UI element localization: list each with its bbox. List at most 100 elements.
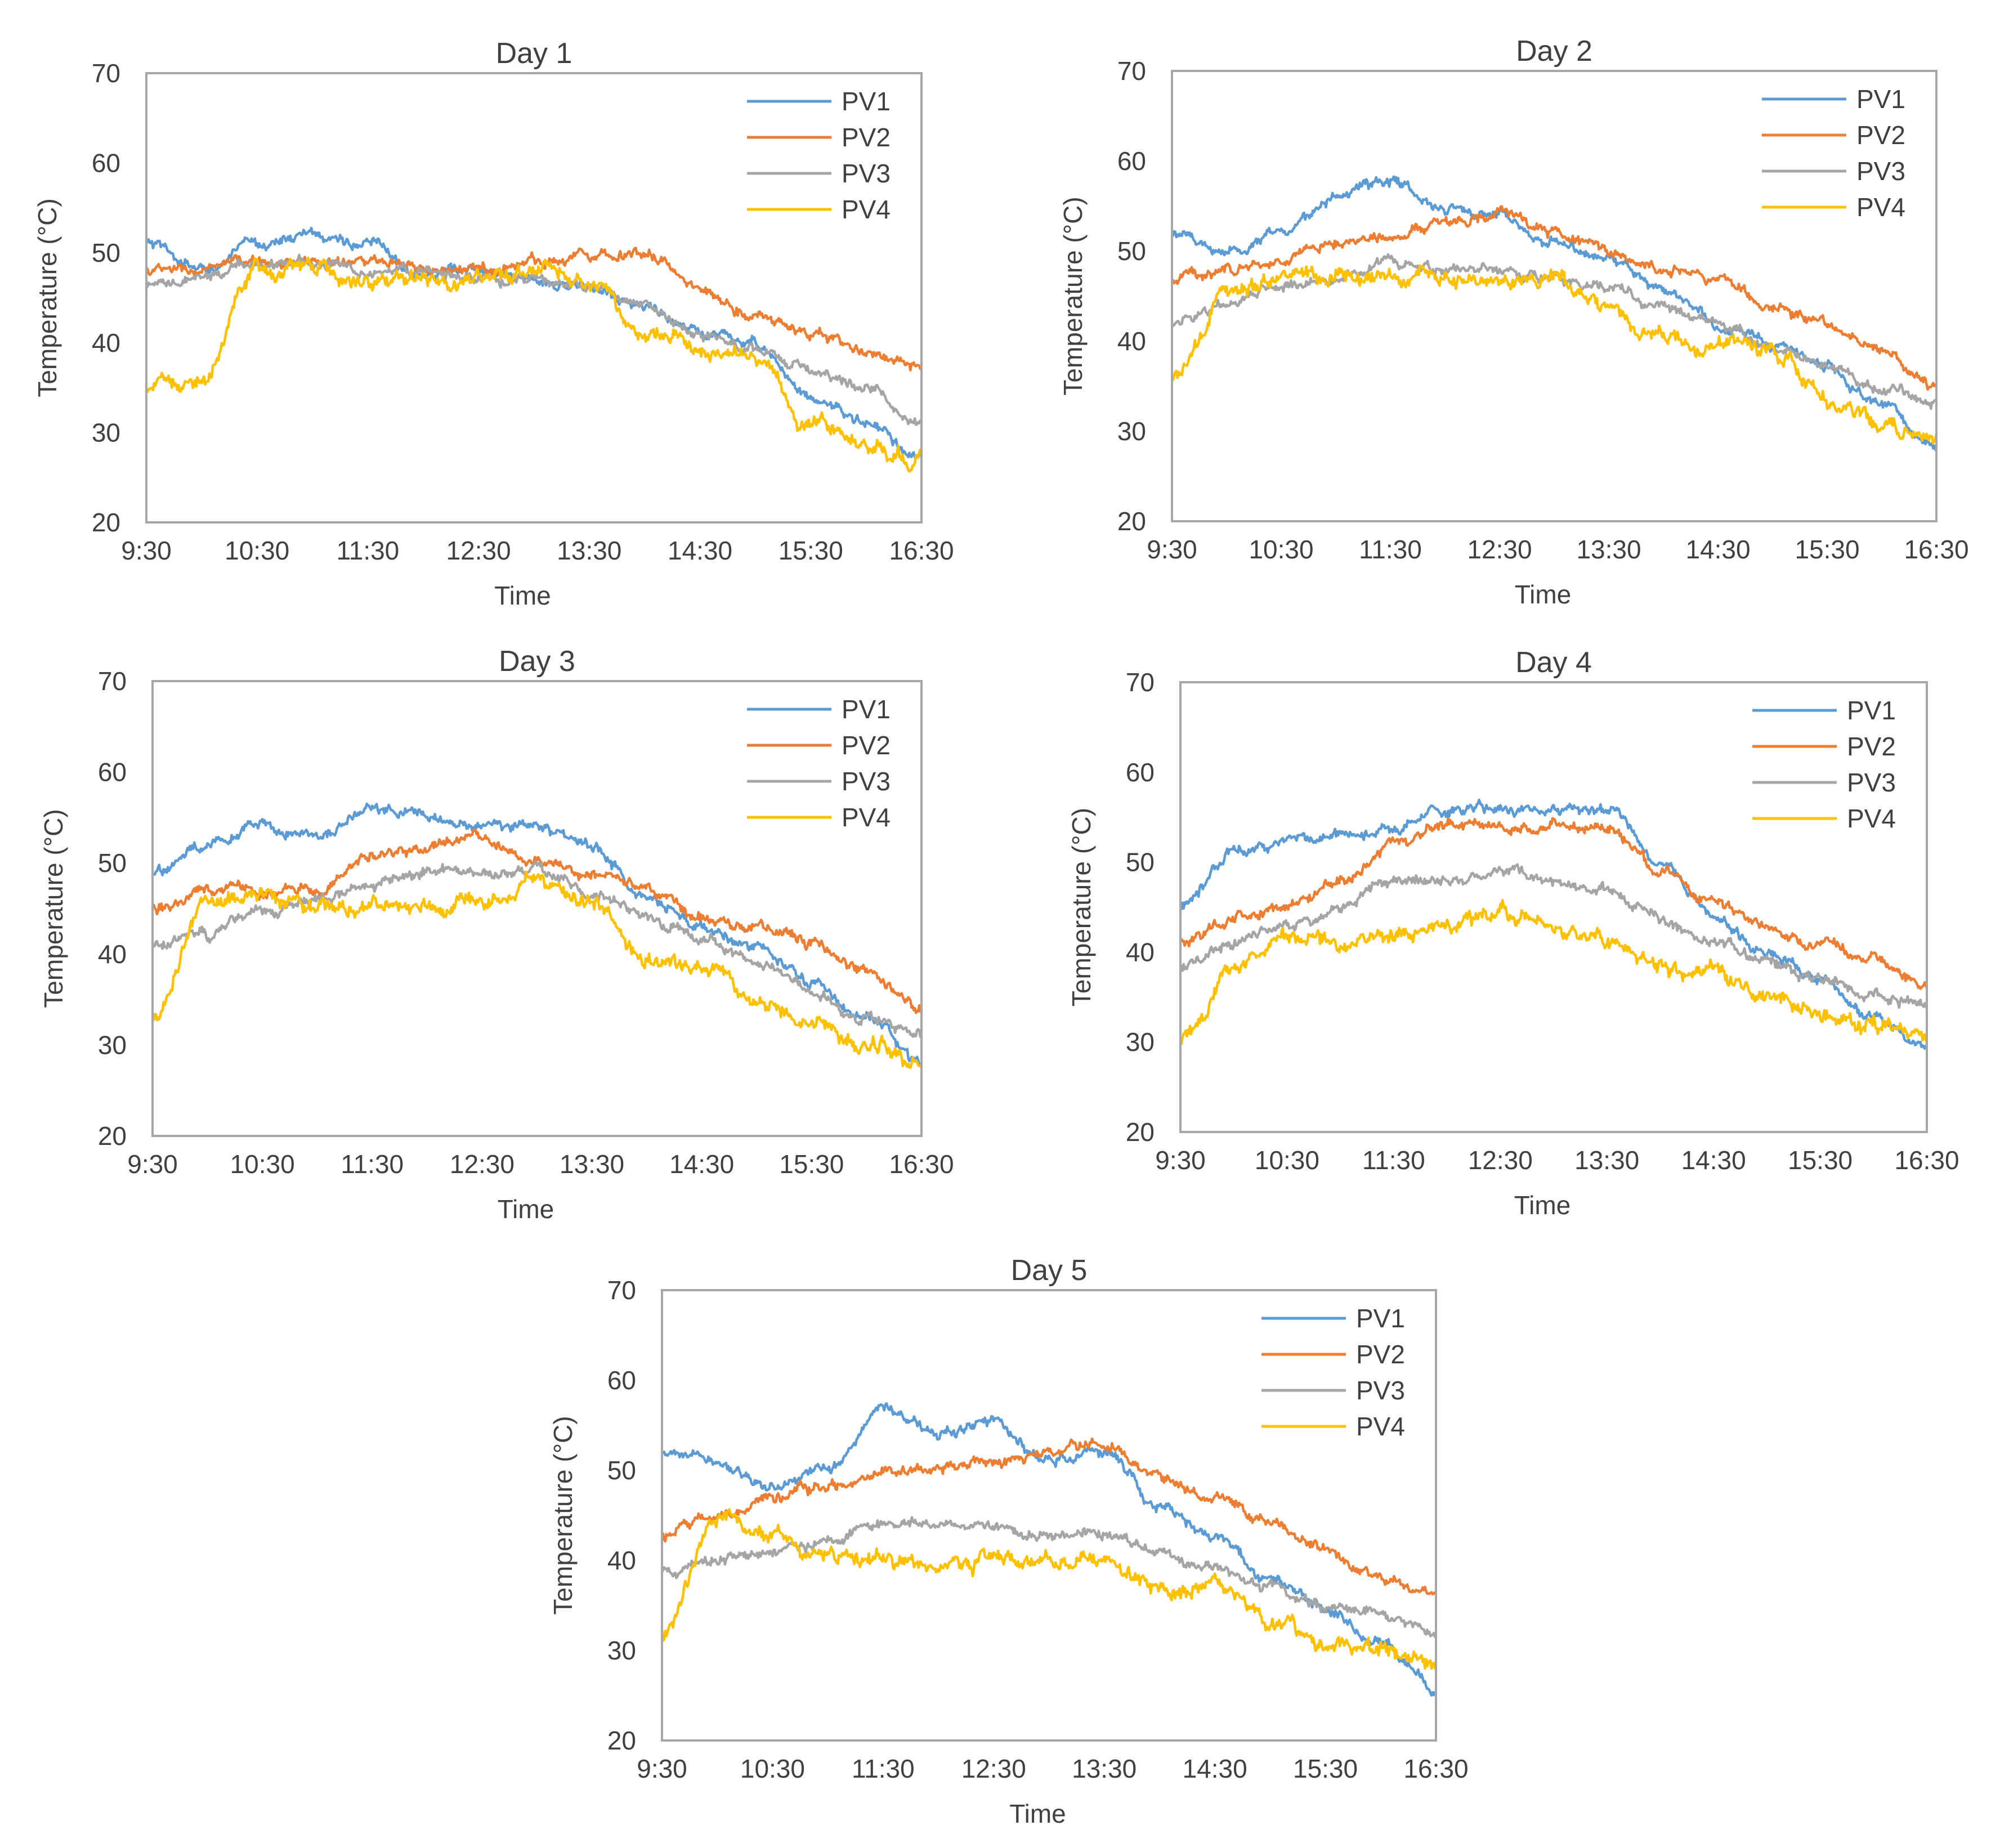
x-tick-label: 16:30: [889, 536, 954, 565]
chart-title: Day 3: [499, 645, 575, 678]
series-line-pv3: [145, 253, 923, 426]
plot-frame: [1179, 681, 1928, 1133]
x-tick-label: 13:30: [560, 1149, 624, 1179]
x-tick-label: 14:30: [1183, 1754, 1247, 1783]
y-tick-label: 40: [1126, 937, 1155, 966]
x-tick-label: 9:30: [121, 536, 172, 565]
x-tick-label: 10:30: [1249, 535, 1313, 564]
y-tick-label: 50: [1126, 848, 1155, 877]
x-tick-label: 9:30: [1147, 535, 1197, 564]
x-tick-label: 14:30: [668, 536, 732, 565]
x-tick-label: 12:30: [961, 1754, 1026, 1783]
y-tick-label: 60: [92, 149, 120, 178]
y-tick-label: 70: [92, 59, 120, 88]
y-tick-label: 40: [1117, 326, 1146, 356]
series-line-pv4: [1170, 264, 1938, 445]
x-tick-label: 15:30: [1788, 1146, 1853, 1175]
y-tick-label: 30: [98, 1030, 127, 1059]
x-tick-label: 15:30: [1795, 535, 1859, 564]
x-tick-label: 15:30: [778, 536, 843, 565]
x-tick-label: 11:30: [1359, 535, 1422, 564]
x-axis-title: Time: [498, 1194, 554, 1224]
legend-label: PV4: [1356, 1412, 1405, 1441]
chart-day-5: Day 5 20 30 40 50 60 70 9:30 10:30 11:30 12:30 13:3…: [548, 1254, 1469, 1828]
y-tick-label: 30: [1126, 1027, 1155, 1057]
series-line-pv3: [660, 1516, 1438, 1638]
x-tick-label: 13:30: [1072, 1754, 1137, 1783]
y-tick-label: 70: [607, 1276, 636, 1305]
x-tick-label: 16:30: [1403, 1754, 1468, 1783]
series-line-pv3: [1179, 863, 1929, 1010]
series-line-pv2: [151, 828, 923, 1014]
y-axis-title: Temperature (°C): [39, 809, 68, 1008]
legend-label: PV3: [842, 767, 891, 796]
series-line-pv4: [151, 870, 923, 1069]
y-tick-label: 30: [92, 418, 120, 447]
x-tick-label: 11:30: [852, 1754, 915, 1783]
legend-label: PV2: [1356, 1340, 1405, 1369]
legend-label: PV2: [1856, 120, 1905, 150]
y-tick-label: 40: [607, 1546, 636, 1575]
series-line-pv4: [1179, 899, 1929, 1045]
x-tick-label: 16:30: [889, 1149, 954, 1179]
x-tick-label: 10:30: [225, 536, 289, 565]
y-axis-title: Temperature (°C): [1058, 196, 1088, 395]
x-tick-label: 16:30: [1894, 1146, 1959, 1175]
legend-label: PV1: [1856, 84, 1905, 114]
x-tick-label: 10:30: [1255, 1146, 1319, 1175]
y-tick-label: 60: [607, 1366, 636, 1395]
y-tick-label: 40: [92, 328, 120, 357]
legend-label: PV2: [842, 731, 891, 760]
series-line-pv1: [145, 226, 923, 459]
legend-label: PV2: [842, 123, 891, 152]
series-line-pv3: [151, 860, 923, 1039]
y-tick-label: 20: [1117, 507, 1146, 536]
legend-label: PV3: [842, 159, 891, 188]
x-tick-label: 13:30: [557, 536, 621, 565]
x-tick-label: 14:30: [1685, 535, 1750, 564]
x-tick-label: 10:30: [230, 1149, 295, 1179]
legend-label: PV4: [842, 803, 891, 832]
y-tick-label: 30: [1117, 417, 1146, 446]
x-tick-label: 12:30: [450, 1149, 514, 1179]
chart-title: Day 1: [496, 37, 572, 70]
plot-frame: [1171, 70, 1938, 522]
x-axis-title: Time: [1514, 1191, 1571, 1220]
y-tick-label: 70: [98, 666, 127, 696]
y-tick-label: 20: [607, 1726, 636, 1755]
legend-label: PV1: [1356, 1304, 1405, 1333]
x-tick-label: 9:30: [637, 1754, 687, 1783]
y-tick-label: 60: [98, 758, 127, 787]
chart-title: Day 5: [1011, 1254, 1088, 1287]
y-tick-label: 70: [1117, 56, 1146, 86]
x-tick-label: 16:30: [1904, 535, 1968, 564]
y-tick-label: 30: [607, 1636, 636, 1665]
chart-title: Day 4: [1515, 646, 1592, 679]
legend-label: PV1: [1847, 696, 1896, 725]
series-line-pv1: [151, 802, 923, 1067]
y-tick-label: 60: [1126, 758, 1155, 787]
x-tick-label: 14:30: [1681, 1146, 1746, 1175]
x-tick-label: 10:30: [740, 1754, 805, 1783]
x-tick-label: 13:30: [1576, 535, 1641, 564]
y-tick-label: 50: [98, 848, 127, 878]
y-axis-title: Temperature (°C): [548, 1416, 578, 1614]
series-line-pv2: [660, 1437, 1438, 1596]
legend-label: PV1: [842, 87, 891, 116]
y-tick-label: 50: [92, 238, 120, 267]
y-tick-label: 20: [92, 508, 120, 537]
y-axis-title: Temperature (°C): [33, 198, 62, 397]
y-tick-label: 50: [607, 1456, 636, 1485]
chart-day-2: Day 2 20 30 40 50 60 70 9:30 10:30 11:30 12:30 13:3…: [1058, 35, 1969, 609]
legend-label: PV2: [1847, 732, 1896, 761]
x-tick-label: 12:30: [446, 536, 511, 565]
y-tick-label: 20: [1126, 1117, 1155, 1147]
y-tick-label: 40: [98, 939, 127, 969]
x-tick-label: 15:30: [1293, 1754, 1358, 1783]
chart-day-3: Day 3 20 30 40 50 60 70 9:30 10:30 11:30 12:30 13:3…: [39, 645, 954, 1224]
series-line-pv2: [1170, 205, 1938, 391]
series-line-pv4: [660, 1508, 1438, 1670]
x-axis-title: Time: [494, 581, 551, 610]
